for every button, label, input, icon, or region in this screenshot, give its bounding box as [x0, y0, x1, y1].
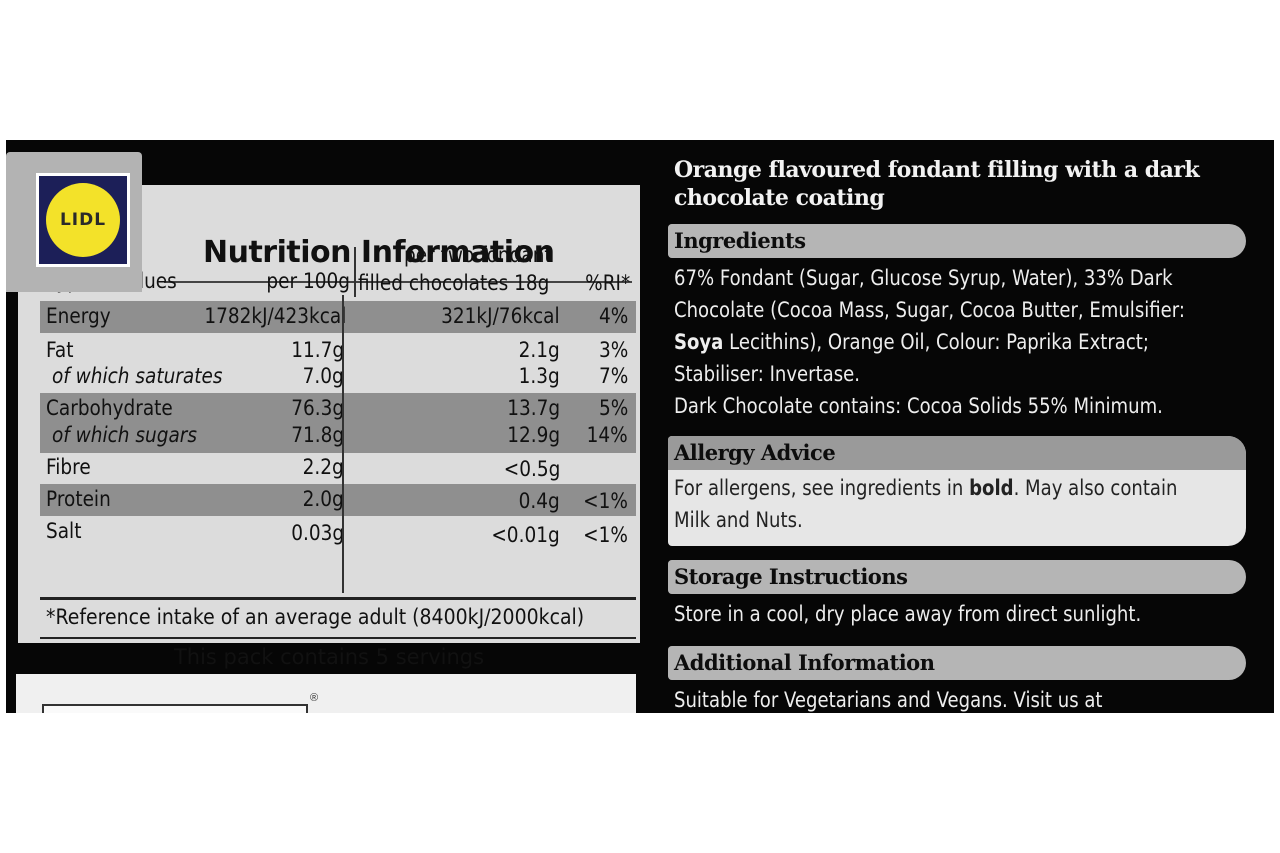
column-divider [342, 295, 344, 593]
ingredients-text: 67% Fondant (Sugar, Glucose Syrup, Water… [674, 262, 1254, 422]
row-ri: <1% [583, 523, 628, 547]
row-label: of which saturates [52, 364, 223, 388]
row-ri: 5% [598, 396, 628, 420]
row-label: Fat [46, 338, 74, 362]
col-header-serving-line2: filled chocolates 18g [358, 271, 550, 295]
nutrition-panel: Nutrition Information Typical values per… [18, 185, 640, 669]
row-serving: 0.4g [518, 489, 560, 513]
storage-header: Storage Instructions [668, 560, 1246, 594]
allergy-advice-box: Allergy Advice For allergens, see ingred… [668, 436, 1246, 546]
row-label: Salt [46, 519, 82, 543]
allergy-header: Allergy Advice [668, 436, 1246, 470]
row-label: Carbohydrate [46, 396, 173, 420]
row-band-carbohydrate [40, 393, 636, 453]
product-title: Orange flavoured fondant filling with a … [674, 157, 1200, 211]
additional-info-header: Additional Information [668, 646, 1246, 680]
allergen-soya: Soya [674, 330, 724, 354]
col-header-ri: %RI* [584, 271, 630, 295]
row-serving: 321kJ/76kcal [441, 304, 560, 328]
storage-line: Store in a cool, dry place away from dir… [674, 602, 1142, 626]
row-per100: 2.0g [302, 487, 344, 511]
row-serving: 13.7g [507, 396, 560, 420]
lidl-logo: LIDL [36, 173, 130, 267]
row-per100: 0.03g [291, 521, 344, 545]
ingredients-heading: Ingredients [674, 228, 806, 253]
registered-mark: ® [310, 692, 319, 704]
ingredients-line: Chocolate (Cocoa Mass, Sugar, Cocoa Butt… [674, 298, 1185, 322]
allergy-text-part: For allergens, see ingredients in [674, 476, 970, 500]
row-label: Fibre [46, 455, 91, 479]
additional-heading: Additional Information [674, 650, 935, 675]
ingredients-header: Ingredients [668, 224, 1246, 258]
col-header-per100: per 100g [266, 269, 350, 293]
storage-text: Store in a cool, dry place away from dir… [674, 598, 1254, 630]
row-serving: 12.9g [507, 423, 560, 447]
logo-circle: LIDL [46, 183, 120, 257]
ingredients-line: Lecithins), Orange Oil, Colour: Paprika … [723, 330, 1149, 354]
row-ri: 14% [586, 423, 628, 447]
row-per100: 11.7g [291, 338, 344, 362]
ingredients-line: Dark Chocolate contains: Cocoa Solids 55… [674, 394, 1163, 418]
lower-panel: ® [16, 674, 636, 713]
row-label: Energy [46, 304, 111, 328]
allergy-text-bold: bold [969, 476, 1014, 500]
row-ri: 3% [598, 338, 628, 362]
row-serving: 2.1g [518, 338, 560, 362]
row-ri: 4% [598, 304, 628, 328]
lower-inner-frame [42, 704, 308, 713]
additional-text: Suitable for Vegetarians and Vegans. Vis… [674, 684, 1254, 713]
allergy-heading: Allergy Advice [674, 440, 836, 465]
row-label: Protein [46, 487, 111, 511]
header-column-divider [354, 247, 356, 297]
row-per100: 71.8g [291, 423, 344, 447]
allergy-line: Milk and Nuts. [674, 508, 803, 532]
row-label: of which sugars [52, 423, 198, 447]
logo-tab: LIDL [6, 152, 142, 292]
title-divider [164, 281, 632, 283]
row-band-energy [40, 301, 636, 333]
allergy-text: For allergens, see ingredients in bold. … [674, 472, 1234, 536]
additional-line: Suitable for Vegetarians and Vegans. Vis… [674, 688, 1103, 712]
row-serving: <0.5g [503, 457, 560, 481]
logo-text: LIDL [59, 210, 107, 230]
row-band-protein [40, 484, 636, 516]
packaging-photo: Nutrition Information Typical values per… [6, 140, 1274, 713]
allergy-text-part: . May also contain [1013, 476, 1178, 500]
col-header-serving-line1: per two fondant [404, 243, 552, 267]
row-per100: 2.2g [302, 455, 344, 479]
ri-footnote: *Reference intake of an average adult (8… [46, 605, 585, 629]
ingredients-line: 67% Fondant (Sugar, Glucose Syrup, Water… [674, 266, 1173, 290]
row-per100: 1782kJ/423kcal [203, 304, 346, 328]
nutrition-title: Nutrition Information [203, 235, 555, 270]
row-ri: <1% [583, 489, 628, 513]
ingredients-line: Stabiliser: Invertase. [674, 362, 860, 386]
footnote-rule [40, 637, 636, 639]
storage-heading: Storage Instructions [674, 564, 908, 589]
row-serving: 1.3g [518, 364, 560, 388]
row-ri: 7% [598, 364, 628, 388]
table-bottom-rule [40, 597, 636, 600]
row-per100: 76.3g [291, 396, 344, 420]
row-per100: 7.0g [302, 364, 344, 388]
row-serving: <0.01g [491, 523, 560, 547]
servings-text: This pack contains 5 servings [173, 645, 485, 669]
